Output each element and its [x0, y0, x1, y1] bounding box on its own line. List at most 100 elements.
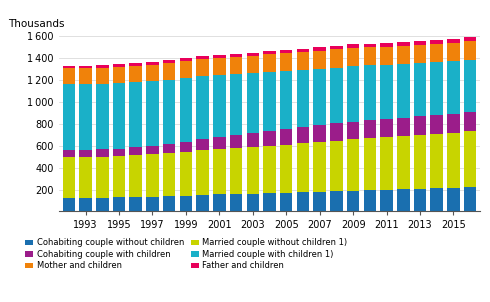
Bar	[246, 53, 259, 56]
Bar	[96, 198, 109, 211]
Bar	[347, 44, 359, 48]
Bar	[447, 188, 460, 211]
Bar	[196, 56, 209, 59]
Text: Thousands: Thousands	[8, 19, 65, 29]
Bar	[397, 46, 410, 64]
Bar	[79, 198, 92, 211]
Bar	[280, 193, 293, 211]
Bar	[364, 47, 376, 66]
Bar	[280, 145, 293, 193]
Bar	[347, 66, 359, 121]
Bar	[163, 144, 175, 153]
Bar	[263, 146, 276, 193]
Bar	[464, 41, 476, 60]
Bar	[430, 62, 443, 115]
Bar	[146, 197, 159, 211]
Legend: Cohabiting couple without children, Cohabiting couple with children, Mother and : Cohabiting couple without children, Coha…	[25, 238, 347, 270]
Bar	[347, 139, 359, 191]
Bar	[414, 45, 426, 63]
Bar	[63, 66, 75, 68]
Bar	[196, 76, 209, 139]
Bar	[230, 57, 243, 74]
Bar	[146, 146, 159, 154]
Bar	[263, 51, 276, 54]
Bar	[63, 84, 75, 150]
Bar	[330, 68, 343, 124]
Bar	[129, 155, 142, 197]
Bar	[213, 75, 225, 137]
Bar	[464, 187, 476, 211]
Bar	[414, 116, 426, 135]
Bar	[230, 148, 243, 194]
Bar	[113, 198, 125, 211]
Bar	[213, 55, 225, 58]
Bar	[196, 59, 209, 76]
Bar	[364, 120, 376, 138]
Bar	[447, 43, 460, 61]
Bar	[63, 150, 75, 157]
Bar	[397, 42, 410, 46]
Bar	[230, 194, 243, 211]
Bar	[63, 198, 75, 211]
Bar	[263, 72, 276, 131]
Bar	[230, 135, 243, 148]
Bar	[163, 153, 175, 196]
Bar	[447, 133, 460, 188]
Bar	[280, 53, 293, 71]
Bar	[414, 63, 426, 116]
Bar	[63, 157, 75, 198]
Bar	[330, 46, 343, 50]
Bar	[113, 65, 125, 67]
Bar	[263, 131, 276, 146]
Bar	[146, 62, 159, 65]
Bar	[380, 119, 393, 137]
Bar	[430, 115, 443, 134]
Bar	[146, 81, 159, 146]
Bar	[213, 194, 225, 211]
Bar	[314, 51, 326, 69]
Bar	[246, 73, 259, 133]
Bar	[280, 71, 293, 129]
Bar	[180, 61, 192, 78]
Bar	[314, 47, 326, 51]
Bar	[129, 82, 142, 147]
Bar	[63, 68, 75, 84]
Bar	[213, 149, 225, 194]
Bar	[129, 197, 142, 211]
Bar	[79, 66, 92, 68]
Bar	[397, 189, 410, 211]
Bar	[296, 192, 309, 211]
Bar	[280, 129, 293, 145]
Bar	[447, 114, 460, 133]
Bar	[180, 142, 192, 152]
Bar	[414, 41, 426, 45]
Bar	[96, 149, 109, 157]
Bar	[397, 64, 410, 118]
Bar	[364, 66, 376, 120]
Bar	[296, 143, 309, 192]
Bar	[246, 133, 259, 147]
Bar	[347, 121, 359, 139]
Bar	[146, 154, 159, 197]
Bar	[380, 47, 393, 65]
Bar	[113, 156, 125, 198]
Bar	[96, 84, 109, 149]
Bar	[180, 195, 192, 211]
Bar	[180, 78, 192, 142]
Bar	[447, 39, 460, 43]
Bar	[263, 54, 276, 72]
Bar	[414, 135, 426, 189]
Bar	[129, 147, 142, 155]
Bar	[163, 60, 175, 63]
Bar	[380, 43, 393, 47]
Bar	[163, 196, 175, 211]
Bar	[464, 60, 476, 112]
Bar	[430, 134, 443, 188]
Bar	[430, 40, 443, 43]
Bar	[96, 157, 109, 198]
Bar	[380, 137, 393, 190]
Bar	[280, 50, 293, 53]
Bar	[146, 65, 159, 81]
Bar	[113, 67, 125, 83]
Bar	[79, 68, 92, 84]
